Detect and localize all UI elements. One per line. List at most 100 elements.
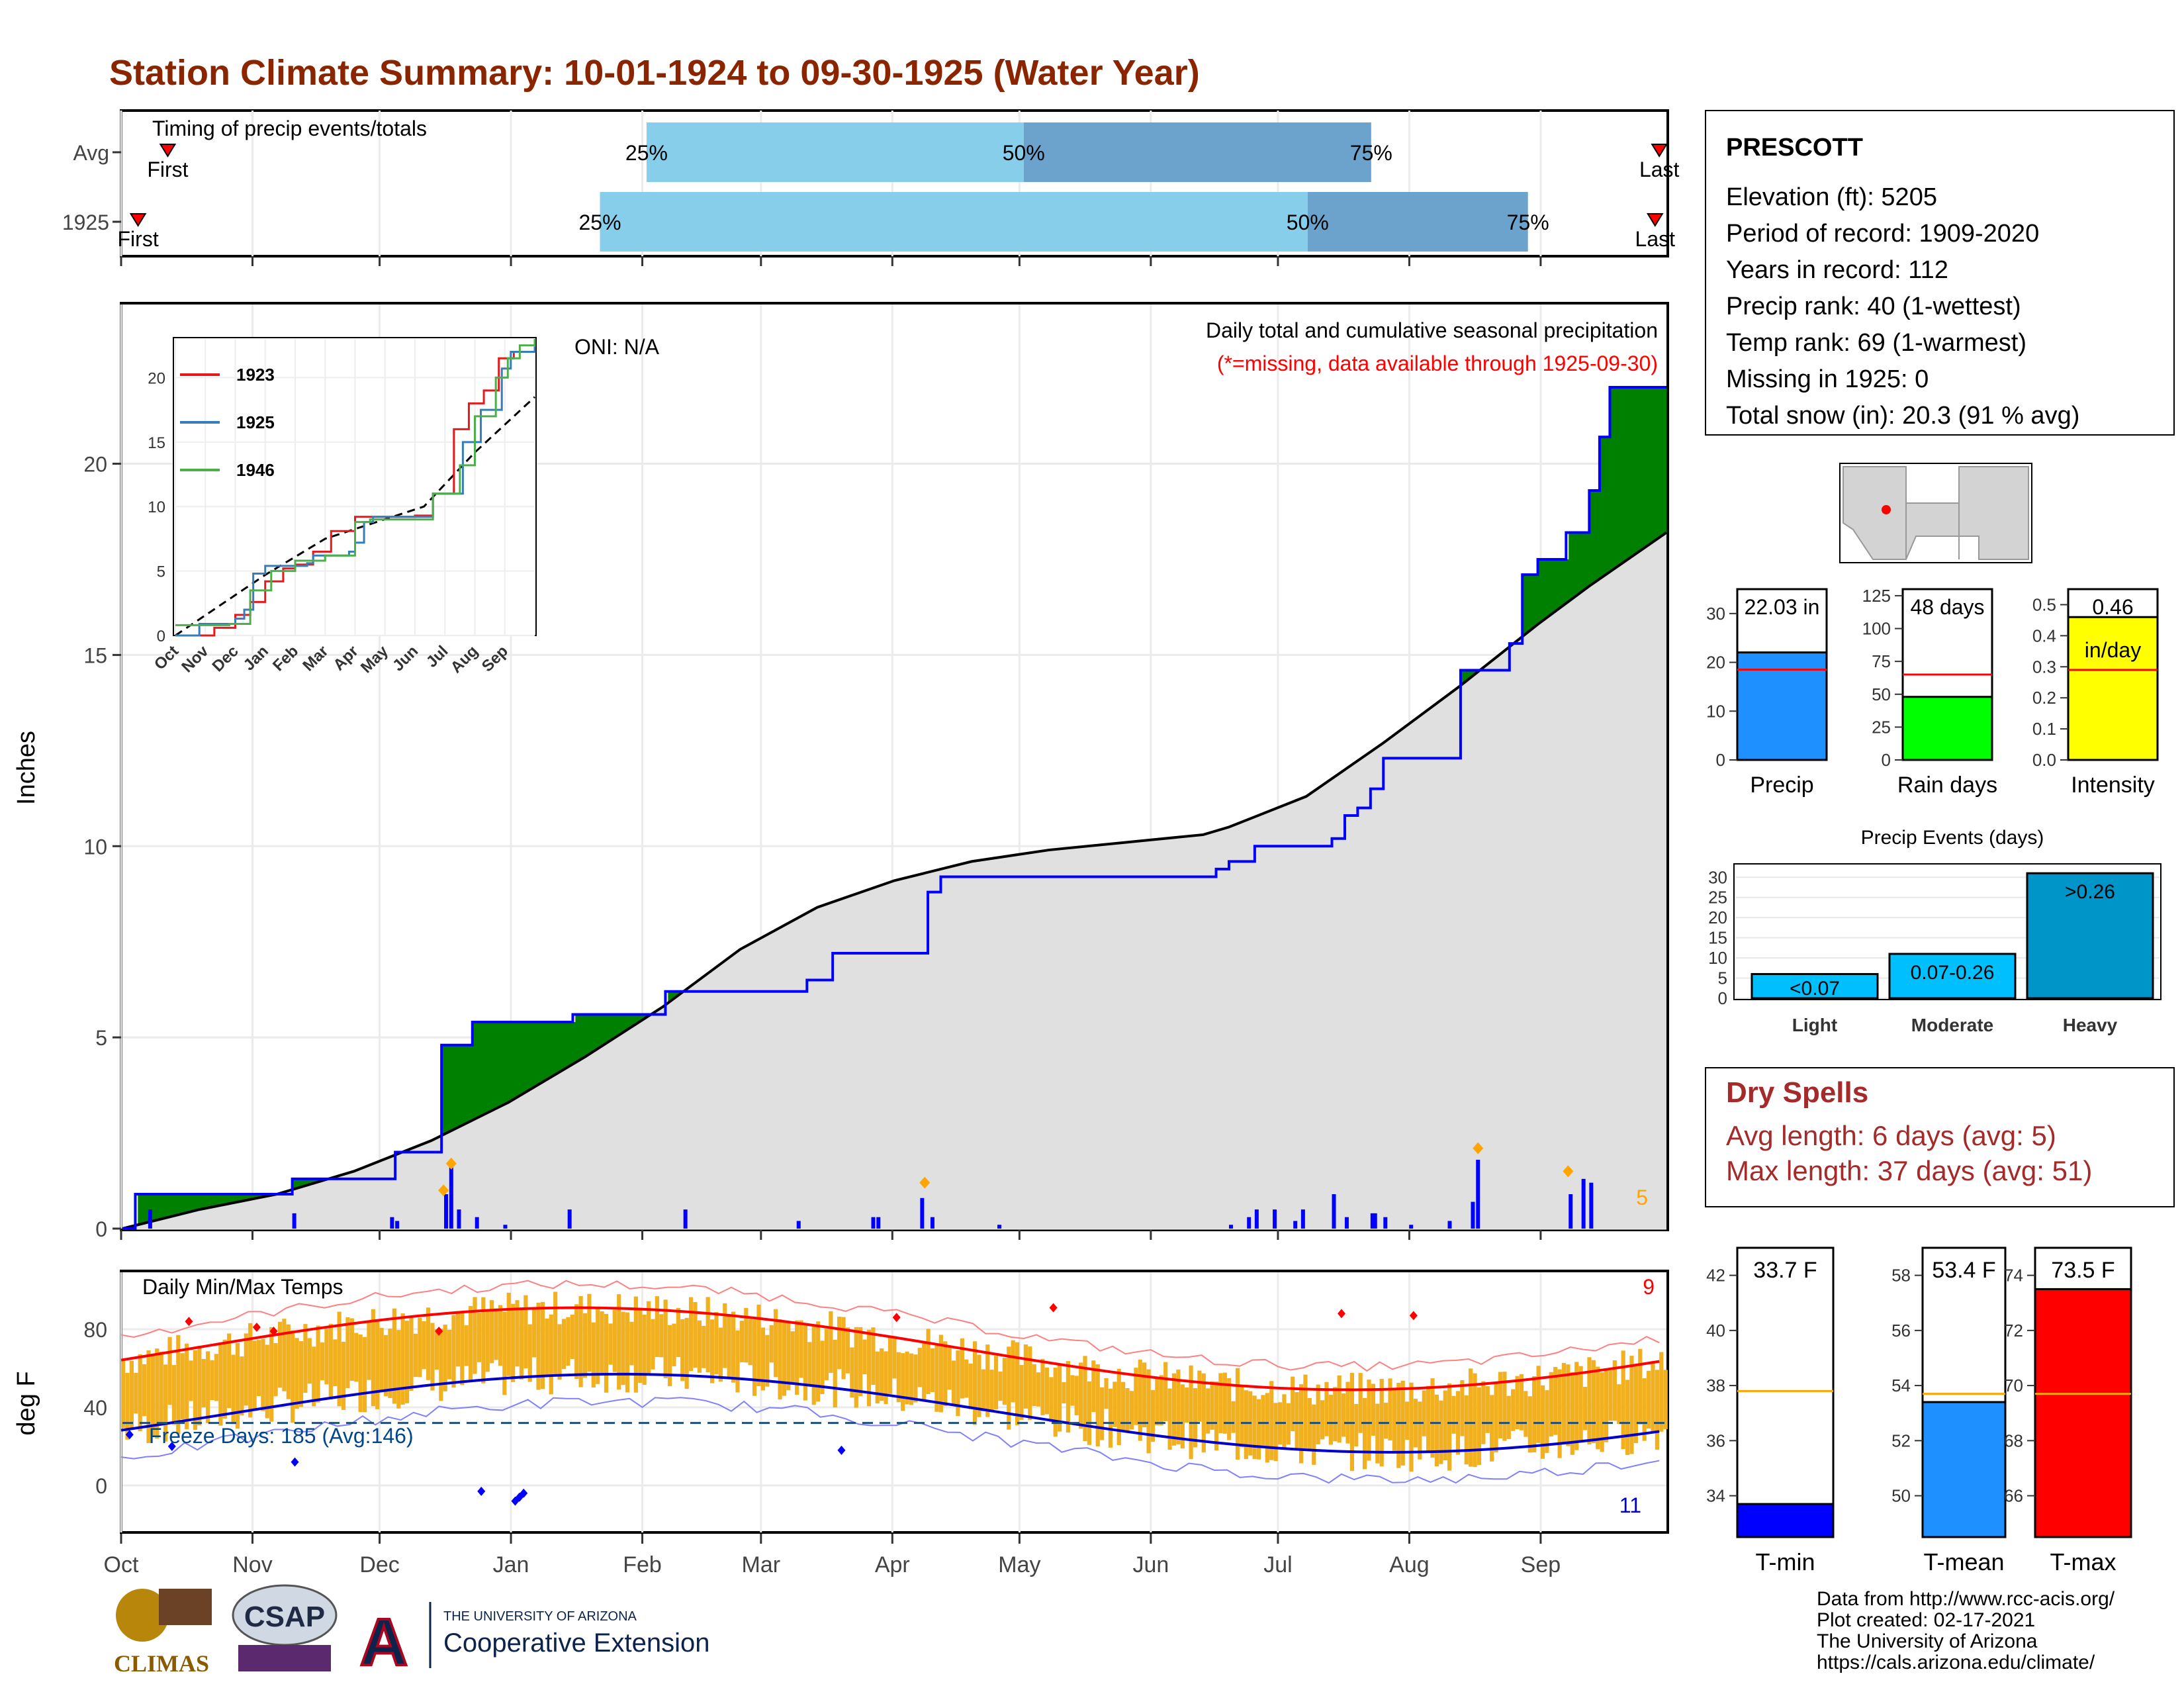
daily-precip-bar: [148, 1209, 152, 1229]
daily-temp-range-bar: [240, 1356, 244, 1416]
anomaly-fill: [256, 1194, 262, 1199]
anomaly-fill: [606, 1014, 612, 1043]
timing-p50-label: 50%: [1287, 211, 1329, 234]
daily-temp-range-bar: [591, 1322, 596, 1388]
summary-tick-label: 0.4: [2032, 626, 2056, 645]
daily-temp-range-bar: [803, 1324, 808, 1401]
daily-temp-range-bar: [1328, 1394, 1333, 1445]
daily-temp-range-bar: [557, 1324, 562, 1380]
month-tick-label: Feb: [623, 1552, 662, 1577]
daily-temp-range-bar: [709, 1319, 715, 1383]
events-bar-label: 0.07-0.26: [1911, 962, 1995, 984]
inset-series-line: [175, 339, 536, 626]
month-tick-label: Sep: [1521, 1552, 1561, 1577]
daily-temp-range-bar: [1527, 1396, 1532, 1453]
daily-temp-range-bar: [1642, 1378, 1647, 1441]
anomaly-fill: [1625, 387, 1631, 561]
daily-temp-range-bar: [375, 1321, 380, 1409]
daily-temp-range-bar: [680, 1319, 685, 1382]
daily-temp-range-bar: [926, 1329, 931, 1394]
daily-temp-range-bar: [1345, 1382, 1350, 1444]
events-tick-label: 20: [1708, 908, 1727, 927]
daily-temp-range-bar: [1180, 1384, 1185, 1449]
daily-temp-range-bar: [1028, 1346, 1032, 1421]
daily-temp-range-bar: [244, 1333, 248, 1406]
csap-logo-text: CSAP: [244, 1601, 325, 1633]
events-title: Precip Events (days): [1861, 827, 2044, 849]
daily-temp-range-bar: [167, 1336, 172, 1405]
daily-temp-range-bar: [723, 1303, 727, 1368]
daily-temp-range-bar: [947, 1347, 952, 1390]
anomaly-fill: [240, 1194, 247, 1201]
daily-precip-bar: [930, 1217, 934, 1229]
daily-temp-range-bar: [1218, 1373, 1223, 1433]
daily-temp-range-bar: [1074, 1376, 1079, 1416]
daily-temp-range-bar: [426, 1307, 431, 1380]
anomaly-fill: [508, 1022, 514, 1103]
daily-temp-range-bar: [930, 1348, 935, 1392]
temp-summary-bar: [2034, 1288, 2132, 1538]
daily-temp-range-bar: [964, 1359, 969, 1398]
daily-precip-bar: [1476, 1160, 1480, 1229]
anomaly-fill: [153, 1194, 159, 1221]
timing-panel-label: Timing of precip events/totals: [152, 117, 427, 140]
daily-temp-range-bar: [913, 1354, 918, 1403]
daily-temp-range-bar: [1011, 1340, 1015, 1403]
anomaly-fill: [498, 1022, 504, 1108]
daily-temp-range-bar: [316, 1325, 320, 1403]
anomaly-fill: [1553, 559, 1559, 613]
daily-temp-range-bar: [1303, 1374, 1308, 1449]
anomaly-fill: [555, 1022, 561, 1075]
daily-temp-range-bar: [1129, 1391, 1134, 1430]
daily-temp-range-bar: [1651, 1361, 1655, 1433]
daily-temp-range-bar: [1125, 1388, 1130, 1432]
daily-temp-range-bar: [523, 1295, 528, 1369]
daily-temp-range-bar: [312, 1346, 316, 1407]
daily-temp-range-bar: [1502, 1372, 1507, 1441]
summary-value-label: 22.03 in: [1745, 595, 1820, 619]
anomaly-fill: [225, 1194, 231, 1205]
temp-summary-tick-label: 74: [2004, 1266, 2023, 1286]
daily-temp-range-bar: [578, 1296, 583, 1387]
first-event-marker: [159, 144, 177, 158]
daily-temp-range-bar: [1447, 1383, 1452, 1471]
daily-temp-range-bar: [1142, 1362, 1147, 1428]
daily-temp-range-bar: [1333, 1387, 1338, 1442]
daily-precip-bar: [567, 1209, 572, 1229]
timing-bar-50-75: [1023, 122, 1371, 182]
daily-temp-range-bar: [1295, 1392, 1299, 1450]
inset-y-tick-label: 0: [157, 628, 165, 645]
footer: CLIMAS CSAP A THE UNIVERSITY OF ARIZONA …: [114, 1584, 2115, 1681]
daily-temp-range-bar: [341, 1341, 346, 1410]
daily-temp-range-bar: [430, 1323, 435, 1391]
daily-temp-range-bar: [324, 1329, 329, 1385]
summary-bars: 22.03 in Precip 0 10 20 30 48 days Rain days 0 25…: [1706, 586, 2159, 798]
daily-temp-range-bar: [1663, 1370, 1668, 1429]
heavy-event-marker: [445, 1157, 457, 1170]
daily-temp-range-bar: [1490, 1395, 1494, 1462]
daily-temp-range-bar: [629, 1321, 634, 1366]
daily-temp-range-bar: [1244, 1390, 1248, 1460]
daily-temp-range-bar: [917, 1348, 922, 1387]
summary-tick-label: 0.0: [2032, 750, 2056, 770]
daily-temp-range-bar: [358, 1334, 363, 1413]
daily-temp-range-bar: [1375, 1403, 1380, 1464]
daily-precip-bar: [1228, 1225, 1233, 1229]
temp-summary-category-label: T-max: [2050, 1548, 2116, 1575]
daily-temp-range-bar: [760, 1327, 766, 1391]
daily-temp-range-bar: [277, 1321, 283, 1388]
daily-temp-range-bar: [731, 1311, 736, 1383]
daily-temp-range-bar: [121, 1360, 126, 1429]
daily-temp-range-bar: [455, 1311, 461, 1367]
inset-y-tick-label: 5: [157, 563, 165, 581]
daily-temp-range-bar: [1591, 1360, 1596, 1444]
first-event-label: First: [118, 227, 159, 251]
daily-temp-range-bar: [608, 1323, 613, 1365]
daily-temp-range-bar: [845, 1327, 850, 1374]
daily-temp-range-bar: [1171, 1373, 1177, 1446]
daily-temp-range-bar: [536, 1302, 541, 1390]
anomaly-fill: [668, 991, 674, 1004]
daily-temp-range-bar: [150, 1355, 156, 1436]
daily-temp-range-bar: [1371, 1383, 1376, 1436]
summary-tick-label: 125: [1862, 586, 1891, 606]
